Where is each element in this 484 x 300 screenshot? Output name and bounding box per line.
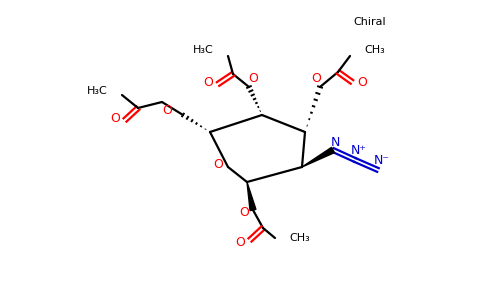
Text: CH₃: CH₃ (289, 233, 310, 243)
Text: O: O (110, 112, 120, 124)
Text: O: O (162, 103, 172, 116)
Polygon shape (302, 147, 334, 167)
Text: O: O (203, 76, 213, 88)
Text: N: N (330, 136, 340, 148)
Text: CH₃: CH₃ (364, 45, 385, 55)
Text: H₃C: H₃C (87, 86, 108, 96)
Text: O: O (213, 158, 223, 172)
Text: N⁻: N⁻ (374, 154, 390, 167)
Text: O: O (235, 236, 245, 248)
Text: H₃C: H₃C (193, 45, 214, 55)
Text: Chiral: Chiral (354, 17, 386, 27)
Text: O: O (311, 71, 321, 85)
Text: O: O (248, 71, 258, 85)
Polygon shape (247, 182, 256, 211)
Text: O: O (357, 76, 367, 88)
Text: N⁺: N⁺ (351, 145, 367, 158)
Text: O: O (239, 206, 249, 218)
